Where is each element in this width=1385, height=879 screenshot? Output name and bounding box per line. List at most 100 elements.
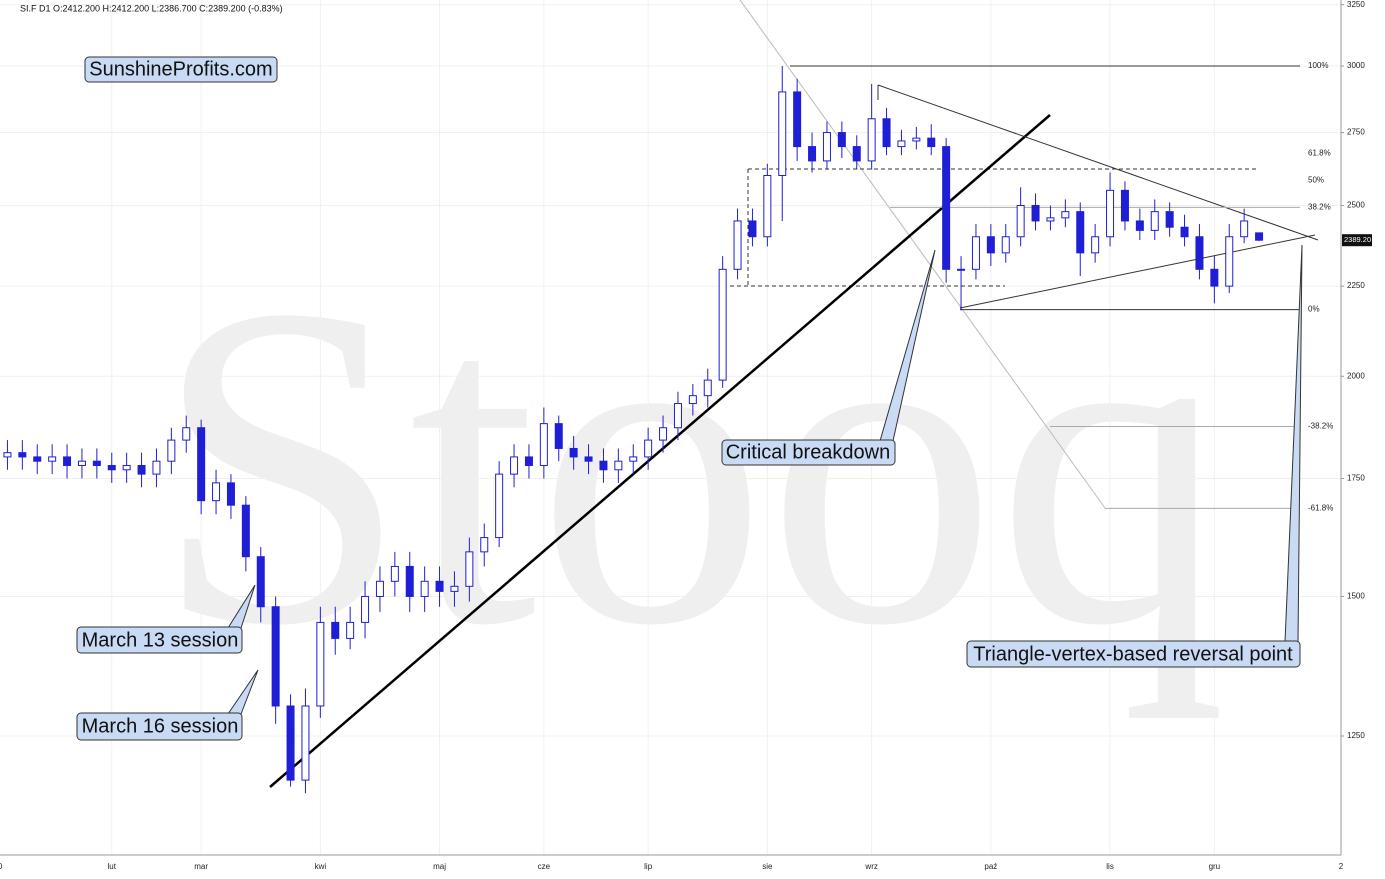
candle-body bbox=[1165, 211, 1174, 228]
candle-body bbox=[1180, 226, 1189, 238]
y-tick-label: 3000 bbox=[1347, 61, 1365, 70]
fib-label: 61.8% bbox=[1308, 148, 1331, 157]
candle-body bbox=[971, 236, 980, 270]
candle-body bbox=[599, 460, 608, 471]
candle-body bbox=[822, 132, 831, 162]
candle-body bbox=[763, 174, 772, 238]
candle-body bbox=[584, 456, 593, 462]
x-tick-label: maj bbox=[433, 862, 446, 871]
y-tick-label: 2750 bbox=[1347, 128, 1365, 137]
candle-body bbox=[420, 580, 429, 597]
triangle-lower bbox=[959, 234, 1316, 309]
candle-body bbox=[659, 427, 668, 441]
annotation-box bbox=[721, 439, 896, 466]
candle-body bbox=[271, 606, 280, 707]
candle-body bbox=[614, 460, 623, 471]
candle-body bbox=[375, 580, 384, 597]
candle-body bbox=[524, 456, 533, 466]
candle-body bbox=[1225, 236, 1234, 287]
candle-body bbox=[495, 473, 504, 539]
candle-body bbox=[1255, 232, 1264, 241]
candle-body bbox=[688, 395, 697, 405]
candle-body bbox=[912, 137, 921, 142]
candle-body bbox=[256, 556, 265, 608]
x-tick-label: lis bbox=[1106, 862, 1114, 871]
fib-label: 50% bbox=[1308, 175, 1324, 184]
candle-body bbox=[182, 427, 191, 441]
candle-body bbox=[92, 460, 101, 466]
annotation-box bbox=[76, 712, 243, 741]
candle-body bbox=[718, 268, 727, 381]
last-price-label: 2389.20 bbox=[1344, 235, 1371, 244]
candle-body bbox=[226, 482, 235, 506]
candle-body bbox=[241, 504, 250, 558]
annotation: SunshineProfits.com bbox=[89, 58, 272, 80]
candle-body bbox=[1195, 236, 1204, 270]
candle-body bbox=[1240, 220, 1249, 238]
candle-body bbox=[748, 220, 757, 238]
candle-body bbox=[1046, 217, 1055, 222]
candle-body bbox=[152, 460, 161, 475]
annotation-box bbox=[76, 626, 243, 654]
candle-body bbox=[212, 482, 221, 502]
x-tick-label: lut bbox=[108, 862, 117, 871]
candle-body bbox=[569, 447, 578, 458]
candle-body bbox=[301, 705, 310, 781]
fib-label: 0% bbox=[1308, 305, 1320, 314]
y-tick-label: 1750 bbox=[1347, 474, 1365, 483]
fib-trend-line bbox=[739, 0, 1106, 509]
candle-body bbox=[361, 595, 370, 623]
annotation: March 13 session bbox=[82, 629, 239, 651]
candle-body bbox=[450, 585, 459, 592]
candle-body bbox=[1106, 189, 1115, 238]
candle-body bbox=[510, 456, 519, 475]
candle-body bbox=[957, 268, 966, 271]
candle-body bbox=[793, 91, 802, 148]
triangle-upper bbox=[877, 84, 1319, 241]
candle-body bbox=[897, 140, 906, 148]
candle-body bbox=[48, 456, 57, 462]
candle-body bbox=[673, 403, 682, 429]
candle-body bbox=[137, 464, 146, 475]
y-tick-label: 1250 bbox=[1347, 731, 1365, 740]
candle-body bbox=[837, 132, 846, 148]
candle-body bbox=[122, 464, 131, 471]
candle-body bbox=[3, 452, 12, 458]
candle-body bbox=[1091, 236, 1100, 254]
x-tick-label: kwi bbox=[315, 862, 327, 871]
x-tick-label: lip bbox=[644, 862, 653, 871]
candle-body bbox=[316, 621, 325, 707]
header: SI.F D1 O:2412.200 H:2412.200 L:2386.700… bbox=[20, 3, 283, 13]
annotation: Critical breakdown bbox=[726, 441, 891, 463]
x-tick-label: wrz bbox=[864, 862, 877, 871]
candle-body bbox=[1135, 220, 1144, 231]
fib-label: -61.8% bbox=[1308, 503, 1333, 512]
fib-label: 100% bbox=[1308, 61, 1328, 70]
candle-body bbox=[465, 551, 474, 587]
candle-body bbox=[77, 460, 86, 466]
x-tick-label: gru bbox=[1209, 862, 1221, 871]
x-tick-label: cze bbox=[538, 862, 551, 871]
candle-body bbox=[405, 565, 414, 597]
last-price-box bbox=[1342, 234, 1372, 247]
candle-body bbox=[942, 146, 951, 270]
uptrend-line bbox=[269, 114, 1051, 788]
candle-body bbox=[435, 580, 444, 592]
candle-body bbox=[629, 456, 638, 462]
candle-body bbox=[1120, 189, 1129, 222]
x-edge-label: 0 bbox=[0, 862, 3, 871]
candle-body bbox=[1150, 211, 1159, 231]
candle-body bbox=[733, 220, 742, 270]
candle-body bbox=[1210, 268, 1219, 287]
candle-body bbox=[1061, 211, 1070, 219]
candle-body bbox=[107, 464, 116, 471]
annotation: March 16 session bbox=[82, 715, 239, 737]
candle-body bbox=[703, 379, 712, 397]
candles bbox=[3, 65, 1264, 794]
fib-label: 38.2% bbox=[1308, 202, 1331, 211]
candle-body bbox=[778, 91, 787, 176]
x-edge-label: 2 bbox=[1339, 862, 1344, 871]
x-tick-label: mar bbox=[194, 862, 208, 871]
candle-body bbox=[927, 137, 936, 148]
